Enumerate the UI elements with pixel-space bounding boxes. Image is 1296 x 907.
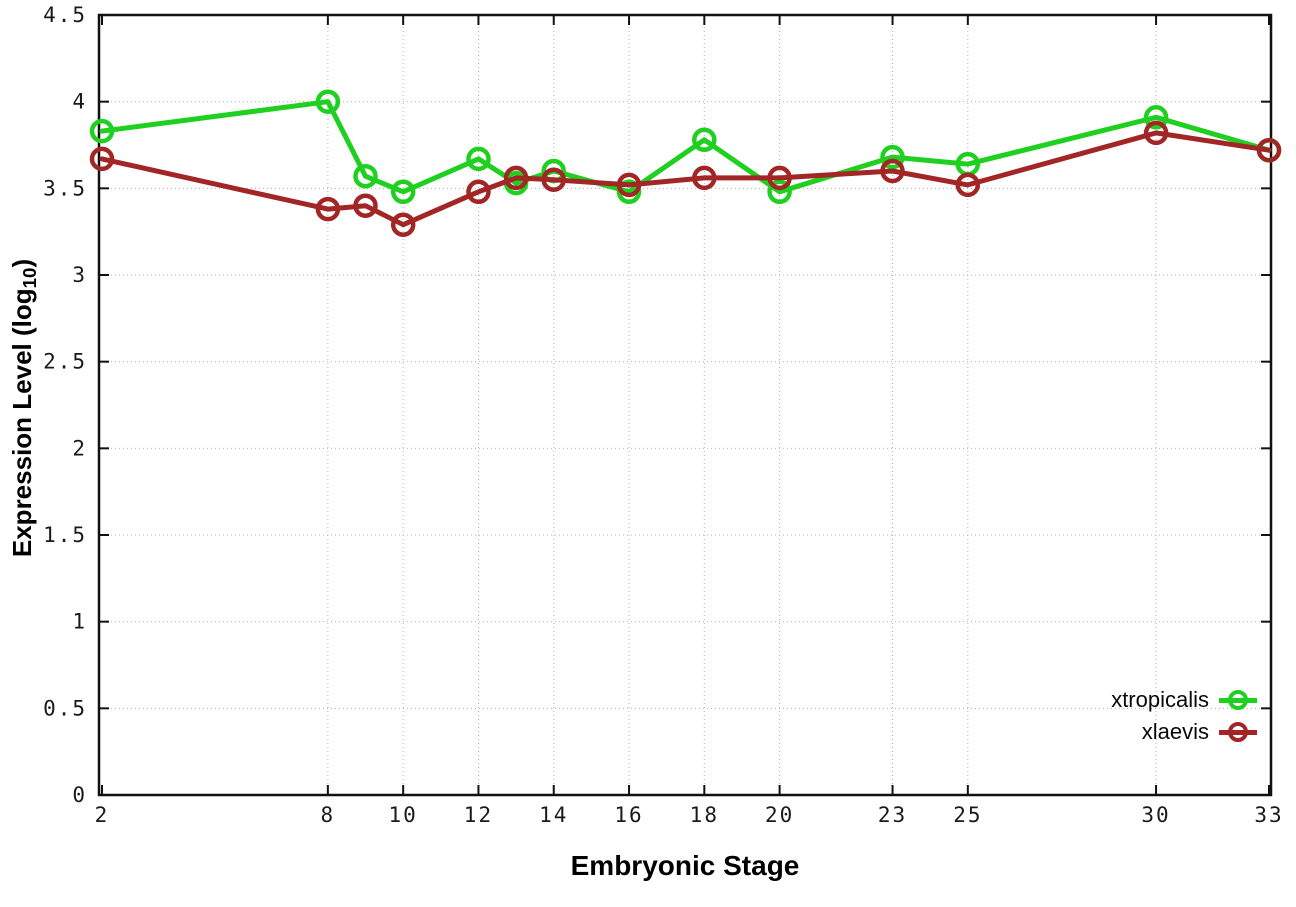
data-point-xtropicalis-stage-18: [692, 127, 717, 153]
y-tick-label: 4.5: [43, 3, 87, 27]
y-tick-label: 0.5: [43, 696, 87, 720]
y-axis-title-close: ): [6, 258, 37, 268]
data-point-xlaevis-stage-20: [767, 165, 792, 191]
legend-item-xlaevis: xlaevis: [1111, 716, 1257, 748]
x-tick-label: 14: [539, 803, 568, 827]
legend-marker-open-circle-red: [1219, 720, 1257, 744]
plot-border: [97, 13, 1273, 797]
data-point-xtropicalis-stage-23: [880, 144, 905, 170]
data-point-xtropicalis-stage-8: [315, 89, 341, 114]
data-point-xtropicalis-stage-20: [767, 179, 792, 205]
x-axis-title: Embryonic Stage: [570, 850, 800, 881]
y-tick-label: 0: [72, 783, 87, 807]
data-point-xlaevis-stage-10: [390, 212, 416, 237]
y-axis-title: Expression Level (log10): [7, 259, 41, 557]
y-tick-label: 1: [72, 610, 87, 634]
x-tick-label: 18: [690, 803, 719, 827]
legend-label-xlaevis: xlaevis: [1141, 719, 1209, 744]
data-point-xlaevis-stage-25: [955, 172, 981, 198]
legend-circle-icon: [1227, 721, 1248, 742]
data-point-xlaevis-stage-9: [353, 193, 378, 218]
x-tick-label: 10: [389, 803, 418, 827]
x-tick-label: 33: [1254, 803, 1283, 827]
data-point-xtropicalis-stage-10: [390, 179, 416, 205]
data-point-xtropicalis-stage-9: [353, 163, 378, 189]
gridlines: [99, 15, 1271, 795]
y-axis-title-subscript: 10: [19, 267, 41, 289]
legend-item-xtropicalis: xtropicalis: [1111, 684, 1257, 716]
y-tick-label: 4: [72, 90, 87, 114]
y-tick-labels: 0 0.5 1 1.5 2 2.5 3 3.5 4 4.5: [43, 3, 87, 807]
data-point-xlaevis-stage-16: [616, 172, 642, 198]
data-series: [89, 89, 1282, 237]
series-xlaevis: [89, 120, 1282, 237]
x-tick-labels: 2 8 10 12 14 16 18 20 23 25 30 33: [95, 803, 1283, 827]
data-point-xlaevis-stage-33: [1256, 137, 1282, 163]
data-point-xlaevis-stage-30: [1143, 120, 1169, 146]
x-tick-label: 8: [321, 803, 336, 827]
x-tick-label: 25: [953, 803, 982, 827]
legend-marker-open-circle-green: [1219, 688, 1257, 712]
data-point-xlaevis-stage-8: [315, 196, 341, 222]
x-tick-label: 16: [614, 803, 643, 827]
data-point-xtropicalis-stage-12: [466, 146, 491, 172]
x-tick-label: 2: [95, 803, 110, 827]
data-point-xtropicalis-stage-30: [1143, 105, 1169, 130]
data-point-xlaevis-stage-13: [503, 165, 529, 191]
x-tick-label: 12: [464, 803, 493, 827]
data-point-xlaevis-stage-23: [880, 158, 905, 184]
y-tick-label: 2.5: [43, 350, 87, 374]
y-tick-label: 2: [72, 436, 87, 460]
x-tick-label: 20: [765, 803, 794, 827]
y-tick-label: 1.5: [43, 523, 87, 547]
x-tick-label: 23: [878, 803, 907, 827]
data-point-xlaevis-stage-12: [466, 179, 491, 205]
data-point-xtropicalis-stage-2: [89, 118, 115, 144]
data-point-xlaevis-stage-2: [89, 146, 115, 172]
legend-circle-icon: [1227, 689, 1248, 710]
series-line-xlaevis: [99, 130, 1272, 228]
data-point-xlaevis-stage-18: [692, 165, 717, 191]
legend-label-xtropicalis: xtropicalis: [1111, 687, 1209, 712]
y-tick-label: 3.5: [43, 176, 87, 200]
legend: xtropicalis xlaevis: [1111, 684, 1257, 748]
y-tick-label: 3: [72, 263, 87, 287]
axis-ticks: [99, 14, 1271, 796]
x-tick-label: 30: [1141, 803, 1170, 827]
data-point-xlaevis-stage-14: [541, 167, 566, 192]
y-axis-title-text: Expression Level (log: [6, 288, 37, 558]
